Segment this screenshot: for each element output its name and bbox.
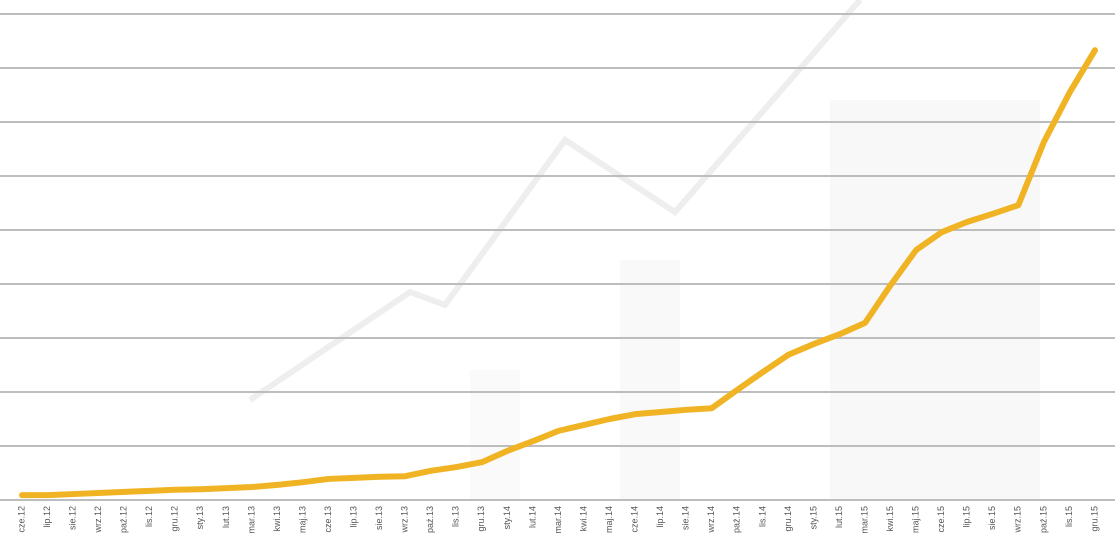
x-tick-label: mar.13 xyxy=(246,506,256,534)
page: cze.12 lip.12 sie.12 wrz.12 paź.12 lis.12 gru.… xyxy=(0,0,1115,558)
x-tick-label: sie.12 xyxy=(67,506,77,530)
x-tick-label: cze.13 xyxy=(323,506,333,533)
x-tick-label: maj.14 xyxy=(604,506,614,533)
x-tick-label: gru.13 xyxy=(476,506,486,532)
x-tick-label: lis.12 xyxy=(144,506,154,527)
x-tick-label: lis.13 xyxy=(451,506,461,527)
x-tick-label: gru.14 xyxy=(783,506,793,532)
x-tick-label: paź.14 xyxy=(732,506,742,533)
x-tick-label: paź.12 xyxy=(119,506,129,533)
x-tick-label: sie.13 xyxy=(374,506,384,530)
x-tick-label: kwi.15 xyxy=(885,506,895,532)
x-tick-label: lip.13 xyxy=(348,506,358,528)
watermark-figure xyxy=(830,100,1040,500)
x-tick-label: paź.15 xyxy=(1038,506,1048,533)
x-tick-label: lis.14 xyxy=(757,506,767,527)
x-tick-label: lis.15 xyxy=(1064,506,1074,527)
x-tick-label: gru.12 xyxy=(170,506,180,532)
x-tick-label: kwi.14 xyxy=(578,506,588,532)
x-tick-label: sty.13 xyxy=(195,506,205,529)
x-tick-label: wrz.14 xyxy=(706,506,716,534)
chart: cze.12 lip.12 sie.12 wrz.12 paź.12 lis.12 gru.… xyxy=(0,0,1115,558)
x-tick-label: lip.14 xyxy=(655,506,665,528)
x-tick-label: lip.12 xyxy=(42,506,52,528)
x-tick-label: sie.14 xyxy=(681,506,691,530)
x-tick-label: cze.14 xyxy=(630,506,640,533)
x-tick-label: lut.14 xyxy=(527,506,537,528)
x-tick-label: wrz.13 xyxy=(400,506,410,534)
x-tick-label: wrz.15 xyxy=(1013,506,1023,534)
watermark-bar xyxy=(620,260,680,500)
watermark-arrow xyxy=(250,0,860,400)
watermark xyxy=(250,0,1040,500)
x-tick-label: cze.12 xyxy=(16,506,26,533)
x-tick-label: gru.15 xyxy=(1089,506,1099,532)
x-tick-label: mar.15 xyxy=(859,506,869,534)
x-tick-label: maj.15 xyxy=(911,506,921,533)
x-tick-label: mar.14 xyxy=(553,506,563,534)
x-tick-label: cze.15 xyxy=(936,506,946,533)
x-tick-label: lut.13 xyxy=(221,506,231,528)
x-tick-label: kwi.13 xyxy=(272,506,282,532)
x-tick-label: sty.14 xyxy=(502,506,512,529)
x-tick-label: sie.15 xyxy=(987,506,997,530)
x-tick-label: paź.13 xyxy=(425,506,435,533)
x-tick-label: sty.15 xyxy=(808,506,818,529)
watermark-bar xyxy=(470,370,520,500)
x-tick-label: lip.15 xyxy=(962,506,972,528)
x-tick-label: lut.15 xyxy=(834,506,844,528)
x-tick-label: maj.13 xyxy=(297,506,307,533)
x-tick-label: wrz.12 xyxy=(93,506,103,534)
